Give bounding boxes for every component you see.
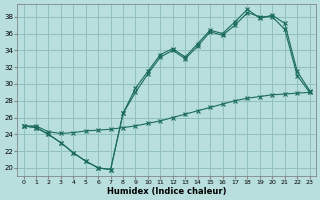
X-axis label: Humidex (Indice chaleur): Humidex (Indice chaleur) — [107, 187, 226, 196]
